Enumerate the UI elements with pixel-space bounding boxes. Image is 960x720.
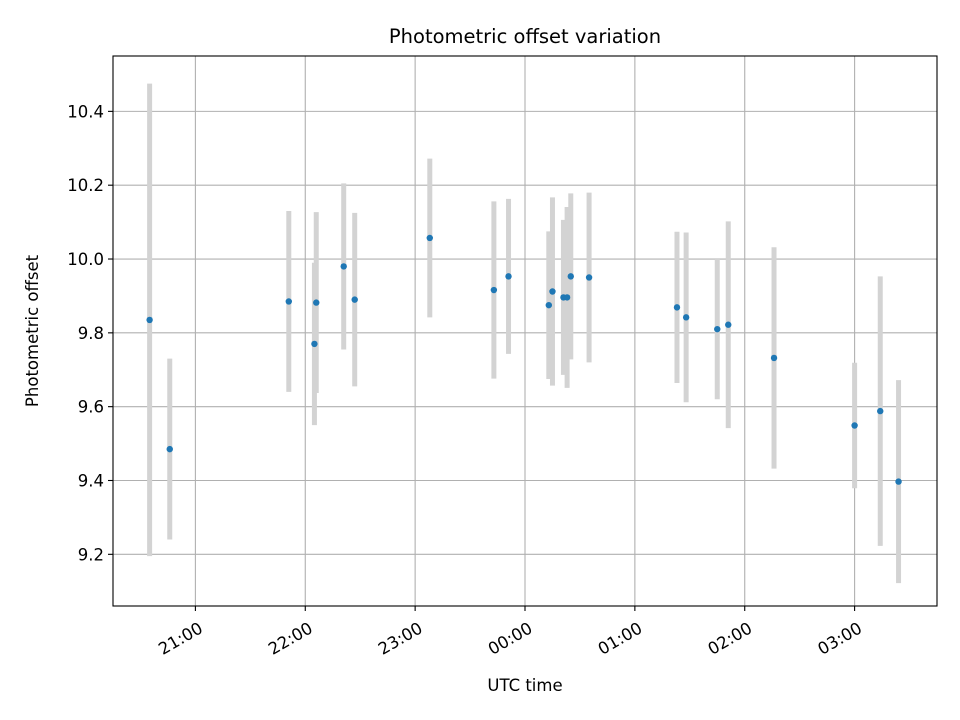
y-tick-label: 9.8 [78, 324, 104, 343]
data-point [877, 407, 884, 415]
data-point [351, 296, 358, 303]
data-point [311, 340, 318, 348]
data-point [567, 273, 574, 280]
data-point [490, 286, 498, 294]
x-tick-label: 00:00 [485, 618, 536, 658]
data-point [340, 263, 347, 270]
gridlines [113, 56, 937, 606]
y-axis-ticks: 9.2 9.4 9.6 9.8 10.0 10.2 10.4 [67, 102, 113, 564]
x-tick-label: 23:00 [375, 618, 426, 658]
data-point [725, 321, 732, 328]
data-point [673, 304, 681, 311]
errorbars [147, 83, 902, 584]
y-tick-label: 9.2 [78, 545, 104, 564]
y-tick-label: 9.6 [78, 398, 104, 417]
data-point [770, 354, 778, 362]
data-point [895, 478, 902, 485]
x-axis-label: UTC time [487, 676, 562, 695]
data-point [682, 314, 690, 321]
x-tick-label: 03:00 [815, 618, 866, 658]
x-axis-ticks: 21:00 22:00 23:00 00:00 01:00 02:00 03:00 [155, 606, 865, 659]
data-point [285, 298, 292, 305]
y-tick-label: 9.4 [78, 471, 104, 490]
x-tick-label: 02:00 [705, 618, 756, 658]
data-point [426, 234, 433, 242]
data-point [505, 273, 512, 280]
x-tick-label: 22:00 [265, 618, 316, 658]
data-points [146, 234, 902, 485]
data-point [714, 325, 721, 333]
data-point [545, 301, 553, 309]
data-point [563, 294, 571, 301]
data-point [313, 299, 320, 306]
data-point [166, 445, 173, 453]
y-axis-label: Photometric offset [23, 254, 42, 407]
x-tick-label: 01:00 [595, 618, 646, 658]
data-point [851, 422, 858, 429]
data-point [549, 288, 556, 295]
y-tick-label: 10.0 [67, 250, 104, 269]
x-tick-label: 21:00 [155, 618, 206, 658]
y-tick-label: 10.4 [67, 102, 104, 121]
chart-title: Photometric offset variation [389, 25, 661, 48]
data-point [146, 316, 153, 324]
y-tick-label: 10.2 [67, 176, 104, 195]
data-point [585, 274, 593, 281]
